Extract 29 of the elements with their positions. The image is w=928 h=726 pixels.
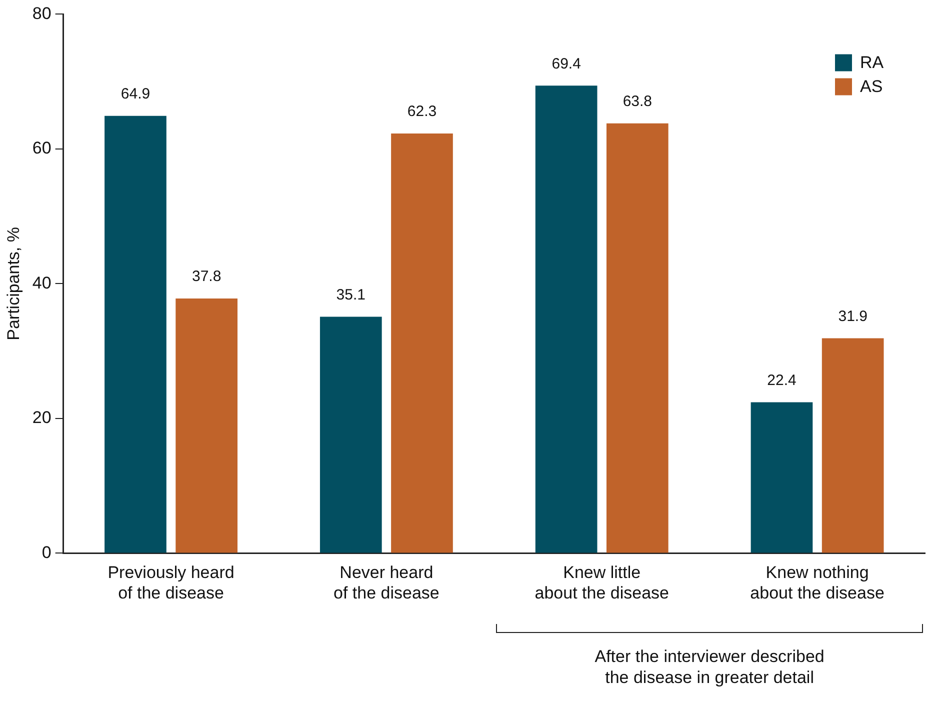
data-label: 37.8 bbox=[192, 268, 222, 286]
bar bbox=[606, 123, 668, 553]
x-tick-label: Never heard of the disease bbox=[334, 563, 440, 602]
data-label: 62.3 bbox=[407, 103, 437, 120]
y-axis-title: Participants, % bbox=[4, 227, 23, 340]
text: After the interviewer described the disease in greater detail bbox=[594, 646, 826, 688]
bar bbox=[176, 298, 238, 553]
bar bbox=[391, 133, 453, 553]
bar bbox=[104, 116, 166, 553]
x-tick-label: Knew nothing about the disease bbox=[750, 563, 884, 602]
data-label: 31.9 bbox=[838, 308, 868, 325]
data-label: 35.1 bbox=[336, 286, 366, 304]
y-tick-label: 20 bbox=[32, 408, 52, 428]
bar bbox=[822, 338, 884, 553]
x-tick-label: Previously heard of the disease bbox=[108, 563, 234, 602]
y-tick-label: 40 bbox=[32, 273, 52, 292]
data-label: 69.4 bbox=[552, 55, 581, 72]
bar bbox=[320, 316, 382, 553]
y-tick-label: 80 bbox=[32, 4, 52, 23]
data-label: 64.9 bbox=[120, 86, 150, 103]
y-tick-label: 60 bbox=[32, 138, 52, 158]
legend-label: AS bbox=[860, 76, 883, 96]
x-tick-label: Knew little about the disease bbox=[534, 563, 669, 602]
data-label: 22.4 bbox=[767, 372, 796, 389]
data-label: 63.8 bbox=[622, 92, 652, 110]
legend-label: RA bbox=[860, 52, 884, 72]
bar bbox=[750, 402, 813, 553]
y-tick-label: 0 bbox=[42, 542, 52, 562]
bar bbox=[535, 86, 598, 553]
